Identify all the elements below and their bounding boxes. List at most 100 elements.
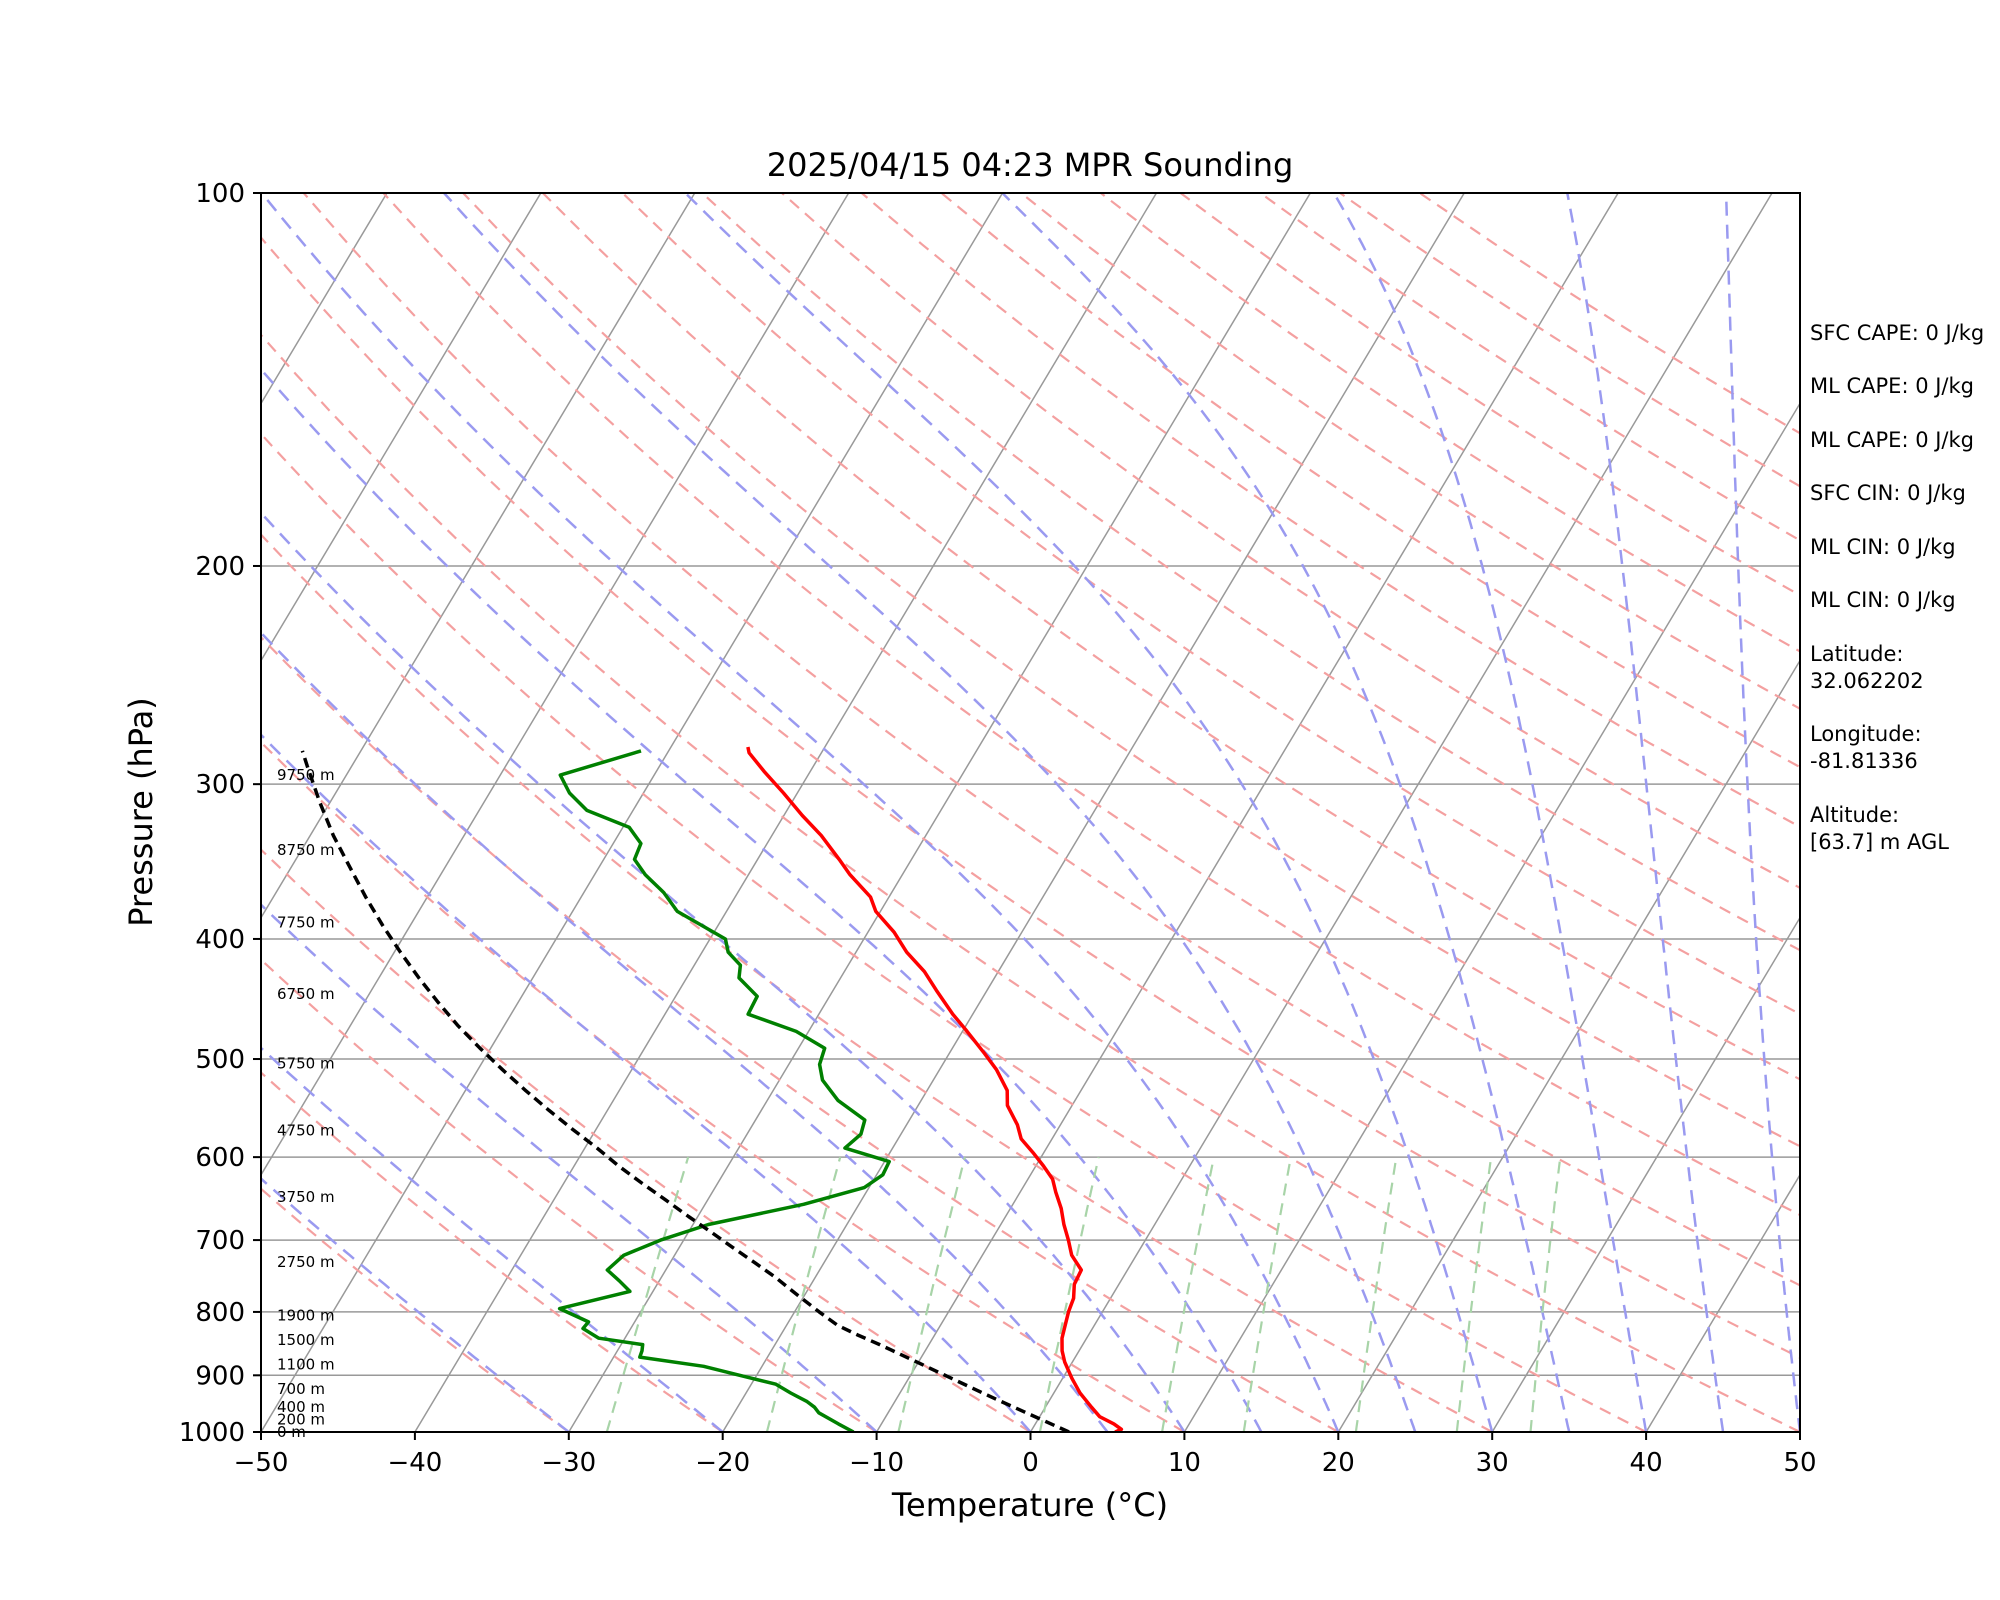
moist-adiabat-line bbox=[684, 193, 1494, 1432]
isotherm-line bbox=[0, 193, 79, 1432]
chart-title: 2025/04/15 04:23 MPR Sounding bbox=[767, 146, 1294, 184]
height-label: 7750 m bbox=[277, 914, 335, 932]
x-tick-label: 50 bbox=[1783, 1448, 1816, 1478]
height-label: 1500 m bbox=[277, 1331, 335, 1349]
isotherm-line bbox=[261, 193, 542, 663]
data-lines bbox=[300, 746, 1124, 1432]
moist-adiabat-line bbox=[261, 630, 1109, 1432]
isotherm-line bbox=[1183, 401, 1800, 1432]
dry-adiabat-line bbox=[261, 333, 1800, 1432]
y-tick-label: 400 bbox=[195, 925, 245, 955]
moist-adiabat-line bbox=[1566, 193, 1725, 1432]
dry-adiabat-line bbox=[621, 193, 1800, 1016]
moist-adiabat-line bbox=[261, 511, 1186, 1432]
height-label: 3750 m bbox=[277, 1188, 335, 1206]
x-axis-label: Temperature (°C) bbox=[891, 1486, 1168, 1524]
y-tick-label: 800 bbox=[195, 1298, 245, 1328]
longitude-value: -81.81336 bbox=[1810, 749, 1918, 773]
mixing-ratio-line bbox=[1354, 1156, 1398, 1432]
dry-adiabat-line bbox=[261, 235, 1800, 1359]
y-tick-label: 200 bbox=[195, 552, 245, 582]
x-tick-label: 10 bbox=[1168, 1448, 1201, 1478]
y-tick-label: 300 bbox=[195, 770, 245, 800]
x-tick-label: −40 bbox=[387, 1448, 442, 1478]
y-tick-label: 500 bbox=[195, 1045, 245, 1075]
x-tick-label: 40 bbox=[1630, 1448, 1663, 1478]
y-axis-ticks: 1000 900 800 700 600 500 400 300 200 100 bbox=[179, 179, 261, 1448]
isotherm-line bbox=[261, 193, 388, 405]
isotherm-line bbox=[1645, 1173, 1800, 1432]
dry-adiabat-line bbox=[261, 533, 1493, 1432]
height-label: 0 m bbox=[277, 1423, 306, 1441]
mixing-ratio-line bbox=[1038, 1156, 1100, 1432]
height-label: 1100 m bbox=[277, 1355, 335, 1373]
dry-adiabat-line bbox=[1020, 193, 1800, 710]
isotherm-line bbox=[414, 193, 1158, 1432]
x-tick-label: −50 bbox=[234, 1448, 289, 1478]
height-label: 4750 m bbox=[277, 1121, 335, 1139]
parcel-profile bbox=[300, 750, 1070, 1432]
y-tick-label: 700 bbox=[195, 1226, 245, 1256]
moist-adiabat-line bbox=[261, 733, 1032, 1432]
mixing-ratio-line bbox=[605, 1156, 690, 1432]
x-tick-label: 30 bbox=[1476, 1448, 1509, 1478]
info-panel: SFC CAPE: 0 J/kg ML CAPE: 0 J/kg ML CAPE… bbox=[1810, 321, 1984, 854]
moist-adiabat-line bbox=[443, 193, 1417, 1432]
ml-cape-text: ML CAPE: 0 J/kg bbox=[1810, 374, 1974, 398]
dewpoint-profile bbox=[557, 749, 891, 1432]
mixing-ratio-line bbox=[765, 1156, 842, 1432]
altitude-label: Altitude: bbox=[1810, 803, 1899, 827]
ml-cin-text-2: ML CIN: 0 J/kg bbox=[1810, 588, 1956, 612]
mixing-ratio-line bbox=[1455, 1156, 1493, 1432]
dry-adiabat-line bbox=[542, 193, 1800, 1081]
moist-adiabat-line bbox=[1332, 193, 1648, 1432]
dry-adiabat-line bbox=[261, 635, 1339, 1432]
height-label: 2750 m bbox=[277, 1253, 335, 1271]
height-label: 9750 m bbox=[277, 766, 335, 784]
moist-adiabat-line bbox=[261, 1046, 724, 1432]
height-label: 5750 m bbox=[277, 1054, 335, 1072]
y-tick-label: 600 bbox=[195, 1143, 245, 1173]
x-tick-label: −30 bbox=[541, 1448, 596, 1478]
x-tick-label: −20 bbox=[695, 1448, 750, 1478]
plot-frame bbox=[260, 192, 1801, 1433]
background-lines bbox=[0, 193, 1800, 1432]
mixing-ratio-line bbox=[1242, 1156, 1292, 1432]
y-tick-label: 100 bbox=[195, 179, 245, 209]
mixing-ratio-line bbox=[1529, 1156, 1562, 1432]
dry-adiabat-line bbox=[940, 193, 1800, 769]
moist-adiabat-line bbox=[1001, 193, 1571, 1432]
ml-cin-text: ML CIN: 0 J/kg bbox=[1810, 535, 1956, 559]
dry-adiabat-line bbox=[261, 740, 1185, 1432]
x-axis-ticks: −50 −40 −30 −20 −10 0 10 20 30 40 50 bbox=[234, 1432, 1817, 1478]
dry-adiabat-line bbox=[261, 1187, 570, 1432]
dry-adiabat-line bbox=[701, 193, 1800, 952]
moist-adiabat-line bbox=[261, 367, 1263, 1432]
dry-adiabat-line bbox=[261, 848, 1032, 1432]
dry-adiabat-line bbox=[462, 193, 1800, 1148]
temperature-profile bbox=[746, 746, 1124, 1432]
isotherm-line bbox=[568, 193, 1311, 1432]
dry-adiabat-line bbox=[261, 958, 878, 1432]
height-label: 6750 m bbox=[277, 985, 335, 1003]
x-tick-label: −10 bbox=[849, 1448, 904, 1478]
y-tick-label: 1000 bbox=[179, 1418, 245, 1448]
altitude-value: [63.7] m AGL bbox=[1810, 830, 1949, 854]
x-tick-label: 0 bbox=[1022, 1448, 1039, 1478]
longitude-label: Longitude: bbox=[1810, 722, 1922, 746]
height-label: 8750 m bbox=[277, 841, 335, 859]
moist-adiabat-line bbox=[1724, 193, 1800, 1432]
isotherm-line bbox=[1029, 193, 1773, 1432]
mixing-ratio-line bbox=[897, 1156, 966, 1432]
isotherm-line bbox=[261, 193, 850, 1177]
height-label: 700 m bbox=[277, 1380, 325, 1398]
height-label: 400 m bbox=[277, 1398, 325, 1416]
dry-adiabat-line bbox=[302, 193, 1800, 1287]
mixing-ratio-line bbox=[1161, 1156, 1215, 1432]
dry-adiabat-line bbox=[382, 193, 1800, 1217]
isotherm-line bbox=[261, 193, 1004, 1432]
sfc-cape-text: SFC CAPE: 0 J/kg bbox=[1810, 321, 1984, 345]
x-tick-label: 20 bbox=[1322, 1448, 1355, 1478]
